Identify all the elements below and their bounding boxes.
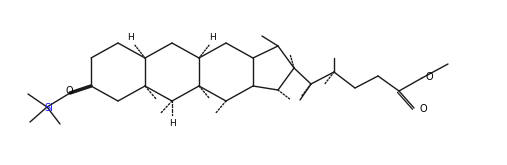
Text: O: O xyxy=(65,86,73,96)
Text: O: O xyxy=(419,104,426,114)
Text: H: H xyxy=(169,118,175,128)
Text: H: H xyxy=(128,33,134,43)
Text: O: O xyxy=(426,72,433,82)
Text: H: H xyxy=(209,33,216,43)
Text: Si: Si xyxy=(45,103,53,113)
